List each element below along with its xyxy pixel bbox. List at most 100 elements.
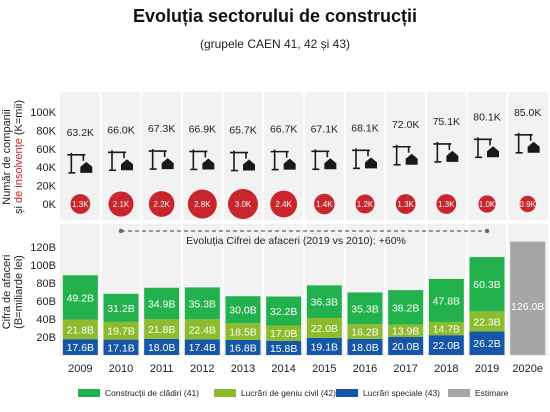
insolvency-label: 1.3K	[72, 200, 89, 209]
bar-geniu	[103, 321, 139, 340]
company-count-label: 66.0K	[107, 124, 134, 136]
insolvency-label: 2.1K	[113, 200, 130, 209]
legend-swatch-geniu	[214, 389, 236, 397]
bar-cladiri	[144, 287, 180, 320]
crane-house-icon	[474, 137, 499, 159]
bar-value-label: 15.8B	[270, 343, 297, 355]
bar-value-label: 22.0B	[433, 340, 460, 352]
annotation-dot-start	[118, 228, 124, 234]
x-tick-label: 2018	[434, 363, 458, 375]
house-shape	[487, 146, 499, 158]
bar-value-label: 18.5B	[229, 327, 256, 339]
bar-value-label: 126.0B	[511, 301, 544, 313]
insolvency-bubble	[148, 191, 175, 217]
bar-speciale	[388, 337, 424, 355]
x-tick-label: 2013	[231, 363, 255, 375]
insolvency-bubble	[395, 194, 416, 214]
bar-value-label: 21.8B	[67, 324, 94, 336]
legend-label-cladiri: Construcții de clădiri (41)	[105, 388, 200, 398]
insolvency-bubble	[355, 194, 375, 214]
bar-cladiri	[388, 290, 424, 325]
company-count-label: 67.3K	[148, 123, 175, 135]
house-shape	[365, 157, 377, 169]
bar-geniu	[388, 324, 424, 337]
bottom-y-tick-label: 80B	[36, 278, 56, 290]
insolvency-label: 1.2K	[357, 200, 374, 209]
chart-title: Evoluția sectorului de construcții	[132, 6, 418, 26]
bar-geniu	[184, 319, 220, 340]
top-y-tick-label: 60K	[36, 144, 56, 156]
bar-value-label: 36.3B	[311, 297, 338, 309]
bar-speciale	[469, 331, 505, 355]
legend-item-speciale: Lucrări speciale (43)	[336, 388, 440, 398]
company-count-label: 66.9K	[189, 123, 216, 135]
bar-value-label: 21.8B	[148, 324, 175, 336]
bar-geniu	[306, 318, 342, 338]
insolvency-label: 2.8K	[194, 200, 211, 209]
company-count-label: 75.1K	[433, 116, 460, 128]
legend-item-cladiri: Construcții de clădiri (41)	[78, 388, 199, 398]
insolvency-bubble	[187, 189, 217, 219]
chart-subtitle: (grupele CAEN 41, 42 și 43)	[199, 37, 351, 51]
top-y-tick-label: 80K	[36, 125, 56, 137]
legend-label-geniu: Lucrări de geniu civil (42)	[241, 388, 336, 398]
legend: Construcții de clădiri (41) Lucrări de g…	[0, 388, 550, 404]
legend-swatch-cladiri	[78, 389, 100, 397]
insolvency-bubble	[108, 191, 134, 217]
bar-cladiri	[225, 296, 261, 324]
bar-geniu	[469, 311, 505, 332]
bar-speciale	[347, 338, 383, 355]
insolvency-bubble	[314, 193, 335, 215]
bottom-y-tick-label: 60B	[36, 296, 56, 308]
bar-value-label: 18.0B	[148, 342, 175, 354]
crane-house-icon	[270, 149, 296, 171]
insolvency-bubble	[228, 189, 258, 219]
bar-cladiri	[62, 275, 98, 320]
bar-value-label: 16.8B	[229, 342, 256, 354]
bar-geniu	[225, 323, 261, 340]
legend-item-estimare: Estimare	[448, 388, 509, 398]
top-y-tick-label: 20K	[36, 181, 56, 193]
x-tick-label: 2010	[109, 363, 133, 375]
insolvency-label: 1.3K	[438, 200, 455, 209]
company-count-label: 80.1K	[473, 111, 500, 123]
annotation-text: Evoluția Cifrei de afaceri (2019 vs 2010…	[186, 235, 406, 247]
bar-speciale	[428, 335, 464, 355]
bottom-y-tick-label: 20B	[36, 332, 56, 344]
company-count-label: 67.1K	[311, 123, 338, 135]
insolvency-label: 2.2K	[153, 200, 170, 209]
bar-speciale	[103, 339, 139, 355]
house-shape	[405, 153, 418, 165]
bar-speciale	[266, 340, 302, 355]
bar-value-label: 22.0B	[311, 323, 338, 335]
legend-label-estimare: Estimare	[475, 388, 509, 398]
bar-value-label: 49.2B	[67, 292, 94, 304]
crane-house-icon	[433, 141, 459, 163]
company-count-label: 65.7K	[229, 125, 256, 137]
bar-value-label: 32.2B	[270, 306, 297, 318]
bar-value-label: 35.3B	[351, 303, 378, 315]
crane-house-icon	[230, 150, 255, 172]
bar-cladiri	[469, 257, 505, 312]
x-tick-label: 2019	[475, 363, 499, 375]
crane-house-icon	[108, 150, 133, 172]
bar-cladiri	[306, 285, 342, 319]
company-count-label: 68.1K	[351, 122, 378, 134]
x-tick-label: 2011	[150, 363, 174, 375]
bar-value-label: 18.0B	[351, 342, 378, 354]
x-tick-label: 2017	[393, 363, 417, 375]
house-shape	[80, 161, 93, 173]
insolvency-label: 1.4K	[316, 200, 333, 209]
insolvency-label: 0.9K	[519, 200, 536, 209]
bar-value-label: 34.9B	[148, 298, 175, 310]
house-shape	[202, 158, 215, 170]
house-shape	[446, 150, 459, 162]
x-tick-label: 2009	[68, 363, 92, 375]
bottom-y-axis-label: Cifra de afaceri(B=miliarde lei)	[1, 255, 25, 330]
house-shape	[324, 158, 337, 170]
bar-value-label: 38.2B	[392, 302, 419, 314]
insolvency-bubble	[70, 194, 91, 214]
insolvency-label: 1.3K	[397, 200, 414, 209]
bar-value-label: 30.0B	[229, 305, 256, 317]
bar-geniu	[144, 319, 180, 339]
